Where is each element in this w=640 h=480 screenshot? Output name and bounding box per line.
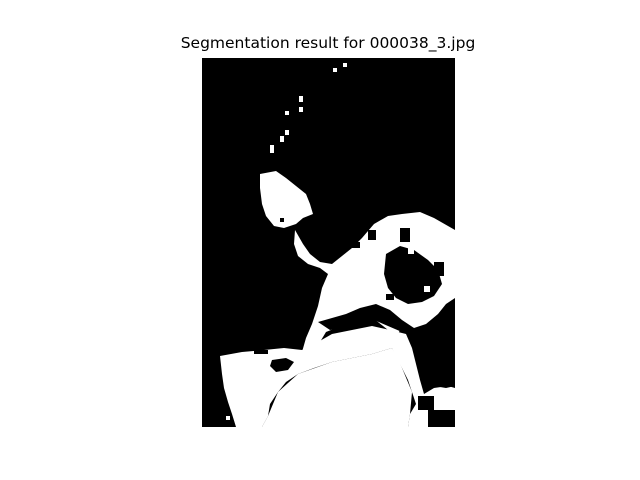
mask-region-lower-fill [262, 348, 412, 427]
mask-svg [202, 58, 455, 427]
mask-speck [270, 145, 274, 153]
segmentation-mask [202, 58, 455, 427]
mask-region-main [294, 212, 455, 352]
mask-speck [408, 248, 414, 254]
mask-hole [368, 230, 376, 240]
mask-hole [418, 396, 434, 410]
mask-blob-left [260, 171, 313, 228]
mask-speck [285, 111, 289, 115]
mask-speck [285, 130, 289, 135]
mask-speck [343, 63, 347, 67]
mask-speck [235, 412, 239, 420]
mask-hole [318, 304, 414, 332]
mask-speck [299, 96, 303, 102]
mask-speck [299, 107, 303, 112]
mask-speck [226, 416, 230, 420]
mask-hole [224, 410, 230, 416]
mask-hole [270, 358, 294, 372]
mask-hole [434, 262, 444, 276]
mask-region-lower [220, 326, 455, 427]
mask-speck [424, 286, 430, 292]
mask-speck [333, 68, 337, 72]
figure-title: Segmentation result for 000038_3.jpg [180, 34, 476, 52]
mask-hole [254, 350, 268, 354]
mask-hole [280, 218, 284, 222]
mask-speck [280, 136, 284, 142]
mask-hole [428, 410, 455, 427]
mask-hole [352, 242, 360, 248]
mask-hole [420, 316, 455, 388]
mask-hole [400, 228, 410, 242]
mask-hole [386, 294, 394, 300]
